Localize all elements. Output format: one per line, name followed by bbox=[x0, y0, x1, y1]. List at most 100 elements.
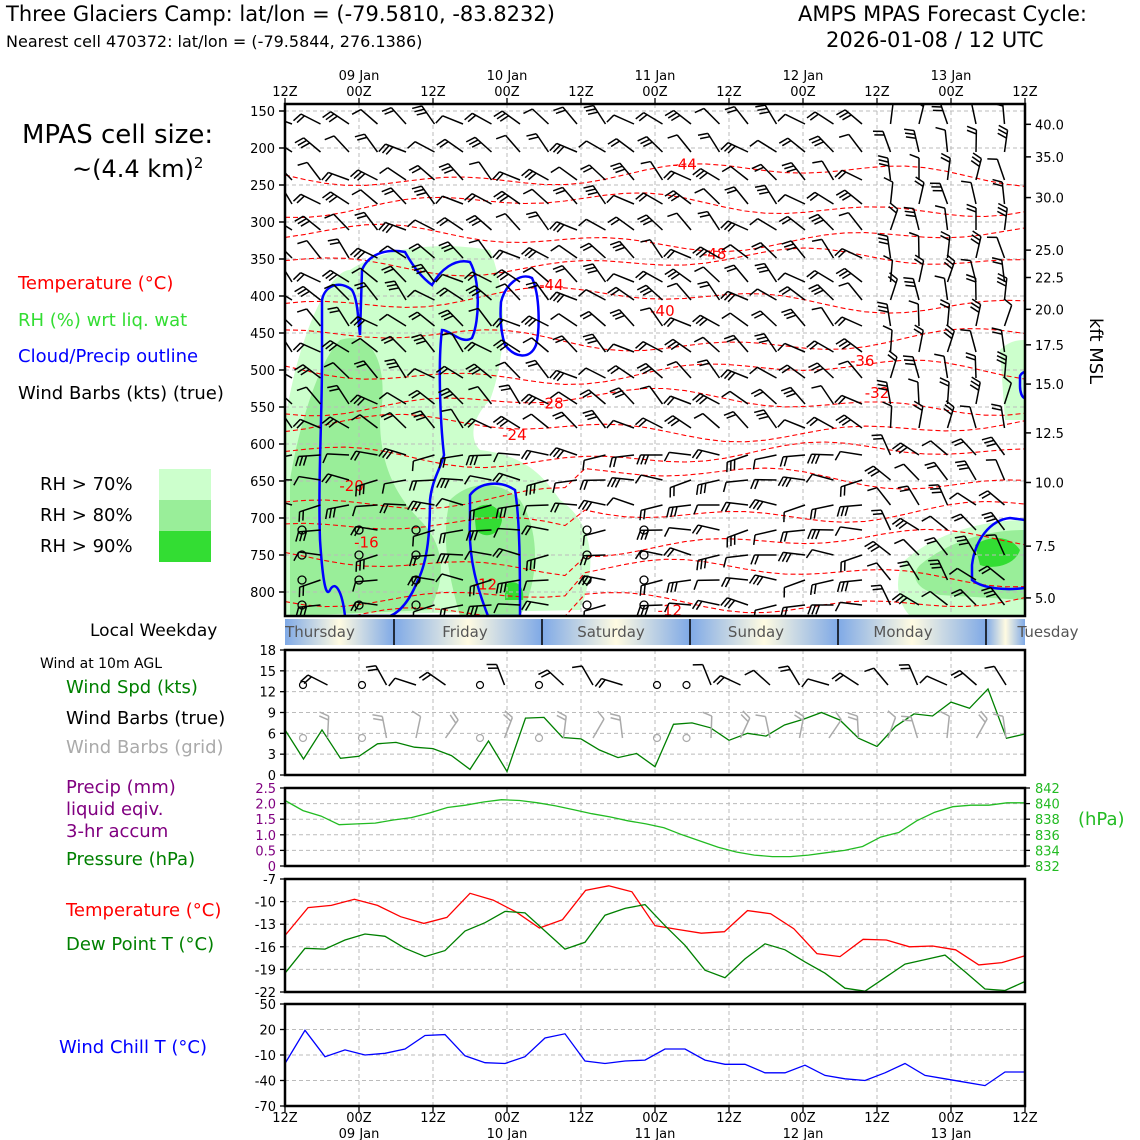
wind-barb-flag bbox=[640, 217, 650, 223]
wind-barb-flag bbox=[378, 392, 388, 400]
wind-barb-flag bbox=[413, 266, 424, 272]
wind-barb bbox=[995, 459, 1006, 481]
wind-barb-flag bbox=[720, 597, 728, 607]
wind-barb bbox=[450, 408, 464, 429]
wind-barb-flag bbox=[354, 281, 365, 287]
pressure-tick-label: 840 bbox=[1035, 798, 1060, 813]
panel-frame bbox=[283, 648, 1027, 777]
pressure-tick-label: 700 bbox=[250, 512, 275, 527]
wind-barb-flag bbox=[443, 608, 447, 616]
wind-barb-flag bbox=[667, 341, 677, 348]
wind-barb-flag bbox=[524, 170, 534, 179]
wind-barb bbox=[586, 140, 606, 153]
wind-barb-flag bbox=[382, 449, 390, 459]
wind-barb-flag bbox=[954, 441, 964, 447]
bottom-time-tick: 00Z bbox=[346, 1111, 372, 1126]
wind-barb-flag bbox=[985, 534, 996, 537]
wind-barb bbox=[889, 330, 893, 353]
wind-barb-flag bbox=[777, 272, 786, 281]
wind-barb-flag bbox=[970, 306, 980, 313]
wind-barb-flag bbox=[414, 108, 425, 113]
wind-barb-flag bbox=[666, 282, 677, 288]
wind-barb-flag bbox=[411, 461, 415, 472]
wind-barb-flag bbox=[872, 588, 883, 591]
wind-barb-flag bbox=[581, 500, 589, 511]
calm-marker bbox=[411, 600, 421, 610]
panel-frame bbox=[283, 786, 1027, 868]
wind-barb-flag bbox=[468, 365, 478, 373]
wind-barb-flag bbox=[951, 513, 962, 519]
wind-barb-flag bbox=[806, 453, 813, 464]
wind-barb-flag bbox=[612, 165, 623, 171]
wind-barb-flag bbox=[809, 584, 813, 595]
wind-barb-flag bbox=[960, 328, 971, 332]
series-line bbox=[284, 903, 1026, 992]
wind-barb-flag bbox=[908, 378, 919, 383]
wind-barb bbox=[442, 273, 464, 283]
wind-barb-flag bbox=[953, 516, 964, 522]
wind-barb-flag bbox=[699, 318, 708, 327]
wind-barb-flag bbox=[469, 161, 480, 166]
wind-barb-flag bbox=[664, 338, 674, 346]
wind-barb-flag bbox=[663, 248, 672, 258]
wind-barb-10m-flag bbox=[864, 667, 875, 673]
wind-barb-flag bbox=[500, 387, 511, 392]
wind-barb-flag bbox=[726, 337, 737, 343]
wind-barb-flag bbox=[727, 372, 736, 381]
wind-barb bbox=[414, 289, 435, 301]
wind-barb-flag bbox=[300, 290, 310, 298]
wind-barb-flag bbox=[583, 263, 594, 268]
wind-barb-grid-flag bbox=[847, 716, 858, 721]
wind-barb-flag bbox=[357, 173, 366, 181]
wind-barb-10m bbox=[702, 664, 712, 686]
wind-barb-flag bbox=[754, 479, 760, 490]
wind-barb-flag bbox=[582, 245, 593, 252]
wind-barb-flag bbox=[986, 518, 997, 523]
top-time-tick: 12Z bbox=[716, 85, 742, 100]
wind-barb-flag bbox=[811, 238, 822, 243]
wind-barb bbox=[821, 160, 835, 181]
wind-barb-flag bbox=[695, 170, 705, 178]
wind-barb-flag bbox=[358, 485, 361, 496]
wind-barb-flag bbox=[898, 446, 908, 454]
wind-barb-flag bbox=[408, 311, 418, 318]
wind-barb bbox=[729, 244, 749, 259]
wind-barb-flag bbox=[321, 416, 331, 424]
wind-barb-flag bbox=[465, 530, 471, 541]
main-grid bbox=[284, 104, 1026, 616]
wind-barb-flag bbox=[697, 132, 708, 137]
wind-barb-flag bbox=[354, 526, 361, 537]
bottom-time-tick: 00Z bbox=[938, 1111, 964, 1126]
wind-barb-flag bbox=[905, 136, 916, 140]
legend-rh80-swatch bbox=[159, 500, 211, 531]
wind-barb-flag bbox=[882, 325, 893, 331]
wind-barb-flag bbox=[946, 324, 955, 332]
wind-barb-flag bbox=[949, 492, 958, 500]
wind-barb-flag bbox=[614, 478, 621, 488]
wind-barb bbox=[1003, 382, 1013, 405]
wind-barb-flag bbox=[811, 529, 817, 540]
wind-barb-grid-flag bbox=[978, 714, 986, 723]
wind-barb bbox=[943, 278, 949, 301]
wind-barb-flag bbox=[841, 342, 852, 350]
wind-barb-flag bbox=[472, 509, 475, 521]
wind-barb-10m-flag bbox=[984, 665, 995, 670]
wind-barb-flag bbox=[664, 268, 674, 276]
wind-barb-flag bbox=[899, 563, 910, 568]
wind-barb-flag bbox=[549, 221, 558, 230]
wind-barb-flag bbox=[407, 576, 414, 586]
wind-barb-flag bbox=[303, 606, 308, 616]
wind-barb-flag bbox=[327, 384, 338, 389]
wind-barb-flag bbox=[759, 191, 770, 195]
wind-barb-flag bbox=[520, 315, 530, 324]
wind-barb-flag bbox=[464, 112, 473, 121]
wind-barb-flag bbox=[811, 604, 817, 615]
wind-barb-flag bbox=[809, 193, 819, 202]
wind-barb-flag bbox=[835, 338, 845, 345]
wind-barb bbox=[285, 502, 293, 506]
wind-barb-flag bbox=[637, 136, 647, 142]
wind-barb-flag bbox=[416, 340, 427, 345]
wind-barb-flag bbox=[292, 193, 302, 202]
wind-barb-flag bbox=[528, 284, 539, 289]
wind-barb bbox=[729, 390, 749, 405]
